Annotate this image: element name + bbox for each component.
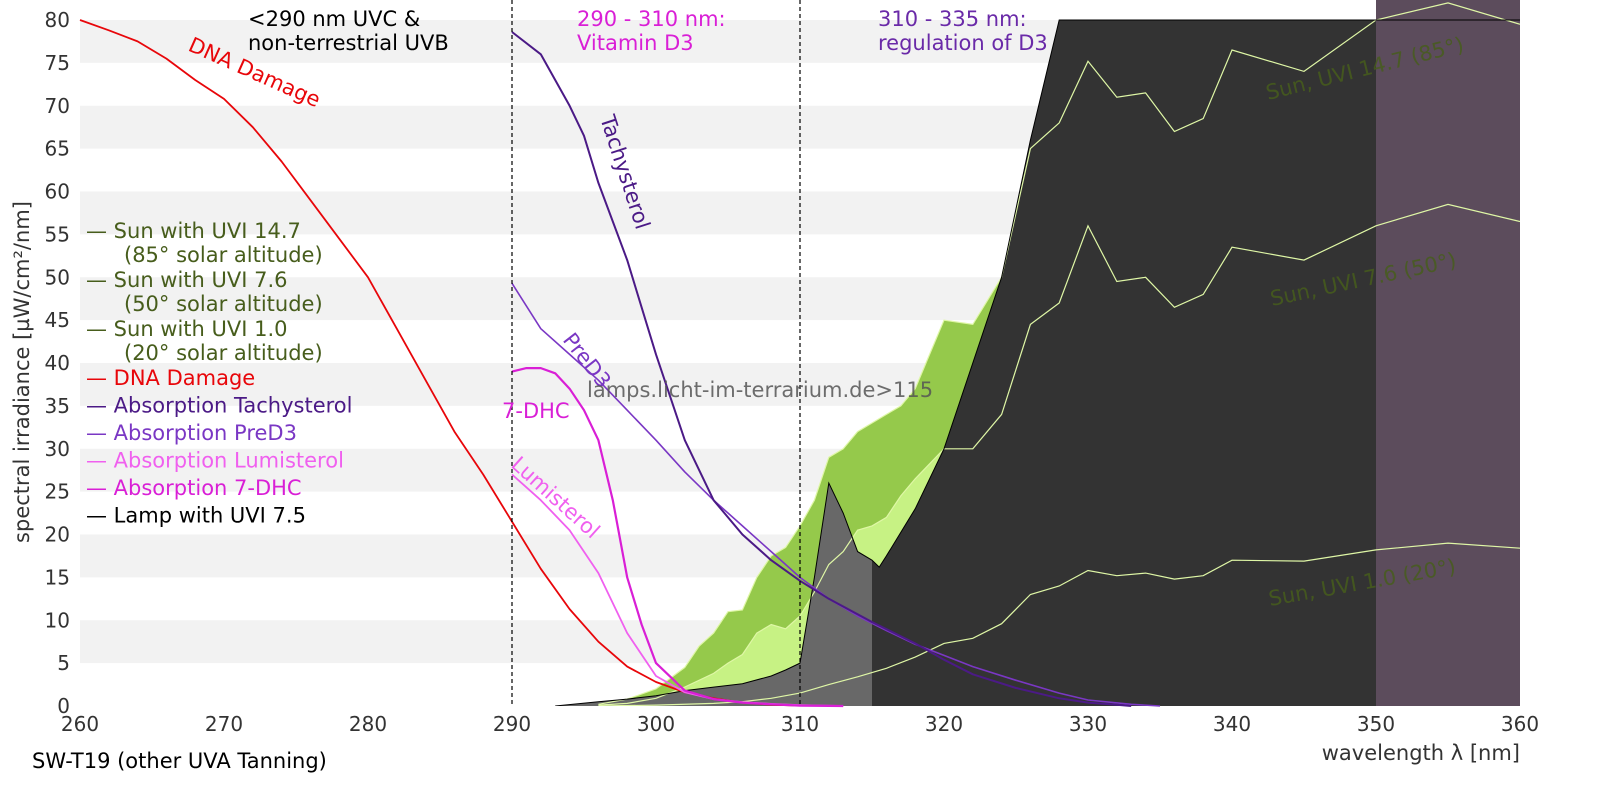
y-tick-label: 25	[45, 480, 70, 504]
y-tick-label: 35	[45, 394, 70, 418]
y-tick-label: 0	[57, 694, 70, 718]
x-tick-label: 330	[1069, 712, 1107, 736]
dhc-line	[511, 367, 844, 708]
x-tick-labels: 260 270 280 290 300 310 320 330 340 350 360	[61, 712, 1539, 736]
y-tick-label: 80	[45, 8, 70, 32]
region-boundaries	[511, 0, 801, 706]
y-axis-title: spectral irradiance [µW/cm²/nm]	[10, 201, 34, 543]
y-tick-label: 50	[45, 265, 70, 289]
y-tick-label: 65	[45, 137, 70, 161]
x-tick-label: 350	[1357, 712, 1395, 736]
region-label: <290 nm UVC &	[248, 7, 420, 31]
x-tick-label: 340	[1213, 712, 1251, 736]
x-axis-title: wavelength λ [nm]	[1322, 741, 1520, 765]
region-label: non-terrestrial UVB	[248, 31, 449, 55]
y-tick-label: 30	[45, 437, 70, 461]
legend-entry-detail: (20° solar altitude)	[124, 341, 323, 365]
legend-entry: — Absorption PreD3	[86, 421, 297, 445]
x-tick-label: 270	[205, 712, 243, 736]
legend-entry: — Absorption Tachysterol	[86, 394, 352, 418]
lamp-name: SW-T19 (other UVA Tanning)	[32, 749, 327, 773]
y-tick-label: 45	[45, 308, 70, 332]
y-tick-label: 10	[45, 608, 70, 632]
legend-entry: — Sun with UVI 14.7	[86, 219, 301, 243]
spectrum-fills	[555, 0, 1520, 706]
y-tick-label: 5	[57, 651, 70, 675]
x-tick-label: 290	[493, 712, 531, 736]
x-tick-label: 320	[925, 712, 963, 736]
legend-entry-detail: (50° solar altitude)	[124, 292, 323, 316]
legend-entry: — Lamp with UVI 7.5	[86, 504, 306, 528]
legend-entry-detail: (85° solar altitude)	[124, 243, 323, 267]
uva-band-overlay	[1376, 0, 1520, 706]
legend-entry: — Sun with UVI 7.6	[86, 268, 288, 292]
legend-entry: — Absorption Lumisterol	[86, 449, 344, 473]
sun-mid-line	[598, 203, 1520, 706]
x-tick-label: 360	[1501, 712, 1539, 736]
y-tick-label: 40	[45, 351, 70, 375]
lamp-area-low	[555, 483, 872, 706]
legend-entry: — Sun with UVI 1.0	[86, 317, 288, 341]
dhc-curve-label: 7-DHC	[502, 399, 570, 423]
y-tick-label: 75	[45, 51, 70, 75]
region-label: regulation of D3	[878, 31, 1048, 55]
y-tick-label: 20	[45, 523, 70, 547]
legend-entry: — DNA Damage	[86, 366, 255, 390]
y-tick-label: 60	[45, 180, 70, 204]
y-tick-label: 15	[45, 565, 70, 589]
pred3-line	[511, 282, 1161, 707]
legend: — Sun with UVI 14.7(85° solar altitude)—…	[86, 219, 352, 528]
sun-high-line	[598, 2, 1520, 705]
x-tick-label: 300	[637, 712, 675, 736]
y-tick-labels: 0 5 10 15 20 25 30 35 40 45 50 55 60 65 70 75 80	[45, 8, 70, 718]
lamp-line	[555, 19, 1520, 706]
region-label: 290 - 310 nm:	[577, 7, 726, 31]
lamp-area-high	[872, 20, 1520, 706]
spectrum-lines	[79, 2, 1520, 708]
region-label: Vitamin D3	[577, 31, 694, 55]
x-tick-label: 260	[61, 712, 99, 736]
tachysterol-line	[511, 31, 1132, 707]
sun-low-line	[598, 542, 1520, 706]
x-tick-label: 280	[349, 712, 387, 736]
region-label: 310 - 335 nm:	[878, 7, 1027, 31]
watermark: lamps.licht-im-terrarium.de>115	[587, 378, 933, 402]
x-tick-label: 310	[781, 712, 819, 736]
y-tick-label: 55	[45, 222, 70, 246]
y-tick-label: 70	[45, 94, 70, 118]
legend-entry: — Absorption 7-DHC	[86, 476, 302, 500]
